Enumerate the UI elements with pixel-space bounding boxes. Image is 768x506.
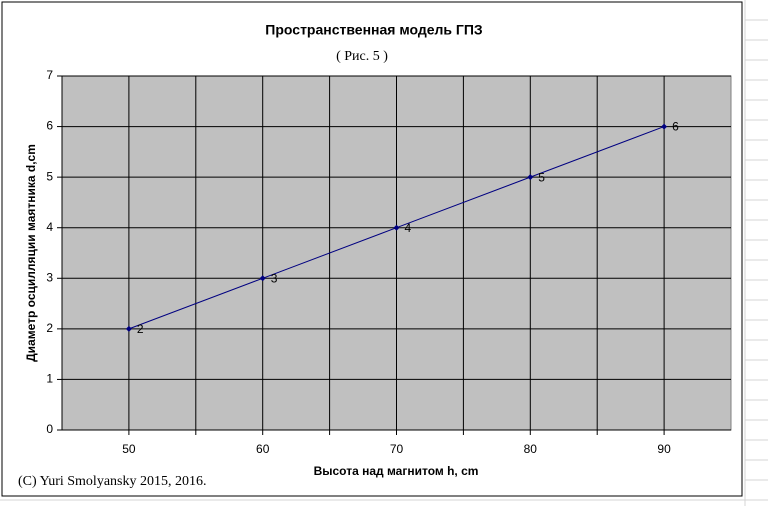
data-label: 5: [538, 170, 545, 184]
x-tick-label: 90: [657, 442, 671, 456]
y-tick-label: 3: [46, 270, 53, 284]
data-point: [393, 224, 400, 231]
y-axis-label: Диаметр осцилляции маятника d,cm: [24, 144, 38, 362]
x-tick-label: 70: [390, 442, 404, 456]
data-label: 6: [672, 120, 679, 134]
x-axis-label: Высота над магнитом h, cm: [314, 464, 479, 478]
chart-title: Пространственная модель ГПЗ: [265, 22, 483, 38]
x-tick-label: 80: [524, 442, 538, 456]
data-label: 2: [137, 322, 144, 336]
x-tick-label: 50: [122, 442, 136, 456]
data-label: 3: [271, 271, 278, 285]
y-tick-label: 4: [46, 220, 53, 234]
y-tick-label: 0: [46, 422, 53, 436]
data-point: [259, 275, 266, 282]
y-tick-label: 2: [46, 321, 53, 335]
y-tick-label: 1: [46, 372, 53, 386]
y-tick-label: 6: [46, 119, 53, 133]
data-point: [125, 325, 132, 332]
data-label: 4: [405, 221, 412, 235]
annotation: (C) Yuri Smolyansky 2015, 2016.: [18, 474, 206, 489]
chart-subtitle: ( Рис. 5 ): [336, 49, 388, 64]
data-point: [661, 123, 668, 130]
data-point: [527, 174, 534, 181]
y-tick-label: 7: [46, 68, 53, 82]
x-tick-label: 60: [256, 442, 270, 456]
y-tick-label: 5: [46, 169, 53, 183]
